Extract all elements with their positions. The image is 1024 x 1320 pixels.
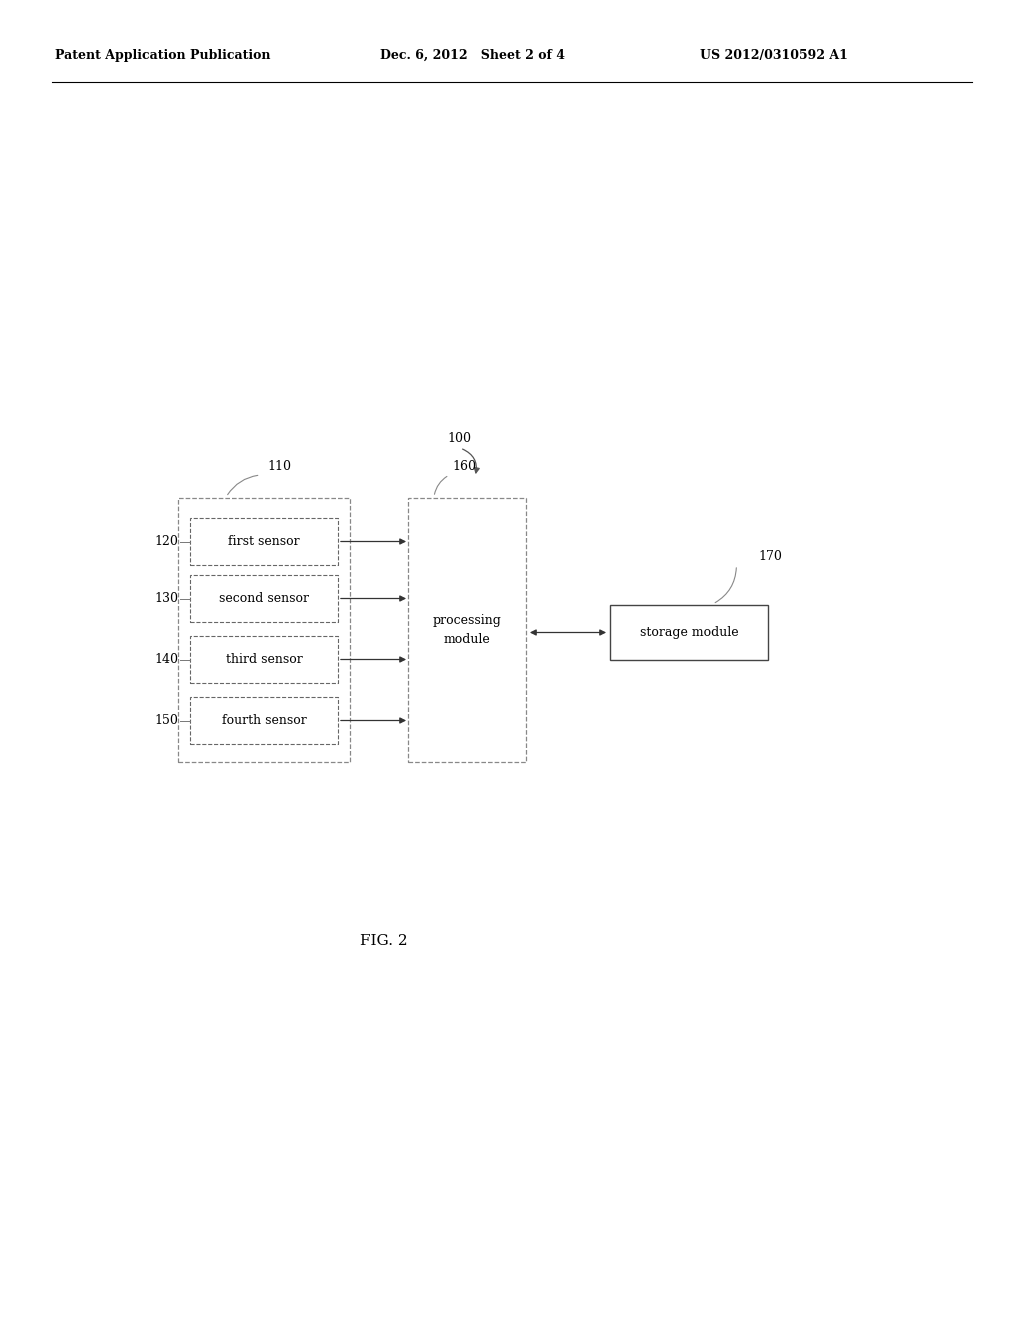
- Bar: [190, 697, 338, 744]
- Bar: [190, 576, 338, 622]
- Bar: [190, 636, 338, 682]
- FancyArrowPatch shape: [463, 449, 479, 473]
- Text: 120: 120: [155, 535, 178, 548]
- Text: fourth sensor: fourth sensor: [221, 714, 306, 727]
- Text: second sensor: second sensor: [219, 591, 309, 605]
- Text: storage module: storage module: [640, 626, 738, 639]
- Text: US 2012/0310592 A1: US 2012/0310592 A1: [700, 49, 848, 62]
- Text: 150: 150: [155, 714, 178, 727]
- Text: 160: 160: [453, 459, 477, 473]
- Text: third sensor: third sensor: [225, 653, 302, 667]
- Text: 140: 140: [154, 653, 178, 667]
- Text: FIG. 2: FIG. 2: [360, 933, 408, 948]
- Text: 130: 130: [154, 591, 178, 605]
- Text: 170: 170: [758, 550, 782, 564]
- Text: first sensor: first sensor: [228, 535, 300, 548]
- Text: Dec. 6, 2012   Sheet 2 of 4: Dec. 6, 2012 Sheet 2 of 4: [380, 49, 565, 62]
- Text: Patent Application Publication: Patent Application Publication: [55, 49, 270, 62]
- Text: 100: 100: [447, 432, 471, 445]
- Bar: [178, 498, 350, 762]
- Text: 110: 110: [267, 459, 292, 473]
- Bar: [190, 517, 338, 565]
- Bar: [408, 498, 526, 762]
- Text: processing
module: processing module: [432, 614, 502, 645]
- Bar: [610, 605, 768, 660]
